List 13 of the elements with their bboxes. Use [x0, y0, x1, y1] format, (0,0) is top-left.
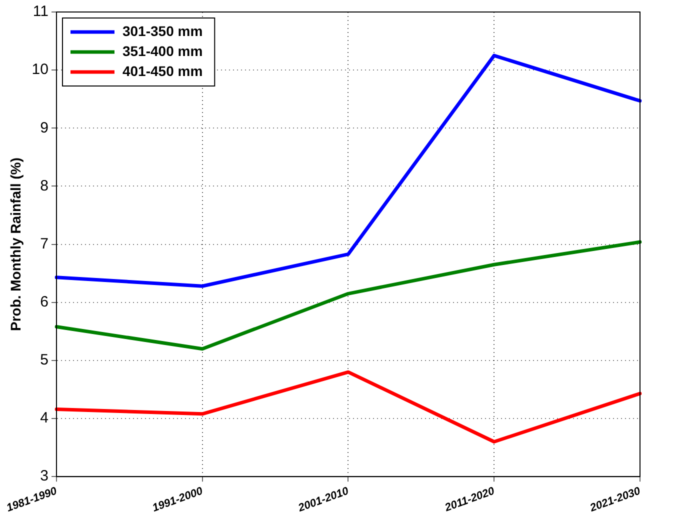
- y-tick-label: 3: [40, 468, 48, 485]
- y-tick-label: 8: [40, 177, 48, 194]
- legend-label: 351-400 mm: [122, 42, 203, 59]
- y-tick-label: 9: [40, 119, 48, 136]
- y-tick-label: 4: [40, 410, 48, 427]
- y-tick-label: 7: [40, 235, 48, 252]
- legend-label: 401-450 mm: [122, 62, 203, 79]
- y-tick-label: 5: [40, 352, 48, 369]
- y-axis-title: Prob. Monthly Rainfall (%): [7, 158, 24, 332]
- y-tick-label: 10: [32, 61, 48, 78]
- legend-label: 301-350 mm: [122, 22, 203, 39]
- y-tick-label: 6: [40, 294, 48, 311]
- y-tick-label: 11: [32, 3, 48, 20]
